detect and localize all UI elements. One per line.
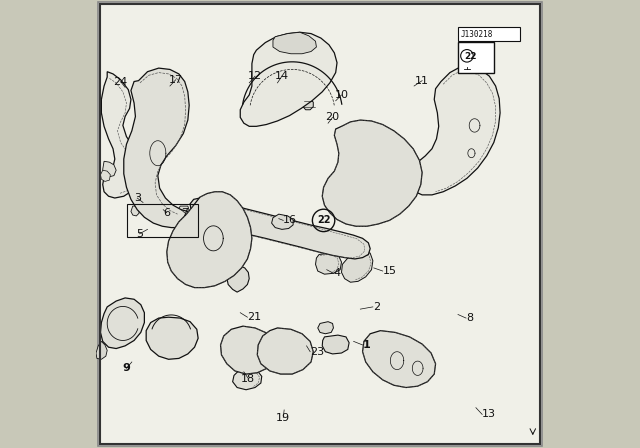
Text: 23: 23 (310, 347, 324, 357)
Text: 7: 7 (181, 208, 188, 218)
Polygon shape (221, 326, 276, 374)
Polygon shape (257, 328, 314, 374)
Polygon shape (461, 29, 479, 47)
Text: 12: 12 (248, 71, 262, 81)
Bar (458, 42, 494, 73)
Text: 1: 1 (362, 340, 371, 350)
Polygon shape (362, 331, 436, 388)
Polygon shape (233, 370, 262, 390)
Polygon shape (101, 72, 143, 198)
Text: 10: 10 (335, 90, 349, 100)
Text: 14: 14 (275, 71, 289, 81)
Polygon shape (342, 251, 373, 282)
Polygon shape (316, 253, 342, 274)
Bar (127, 204, 198, 237)
Text: 2: 2 (373, 302, 380, 312)
Polygon shape (167, 192, 252, 288)
Polygon shape (146, 317, 198, 359)
Text: 5: 5 (136, 229, 143, 239)
Polygon shape (158, 205, 168, 215)
Polygon shape (266, 39, 306, 67)
Text: 17: 17 (169, 75, 183, 85)
Polygon shape (323, 335, 349, 354)
Text: 8: 8 (466, 313, 473, 323)
Polygon shape (410, 66, 500, 195)
Polygon shape (131, 206, 139, 216)
Polygon shape (124, 68, 199, 228)
Text: 22: 22 (317, 215, 330, 225)
Polygon shape (240, 32, 337, 126)
Polygon shape (103, 161, 116, 177)
Text: 3: 3 (134, 193, 141, 203)
Text: J130218: J130218 (460, 30, 493, 39)
Text: 18: 18 (241, 374, 255, 383)
Polygon shape (317, 322, 333, 334)
Bar (458, 27, 520, 41)
Text: 24: 24 (113, 77, 128, 86)
Text: 22: 22 (464, 52, 477, 60)
Polygon shape (227, 265, 249, 292)
Polygon shape (96, 341, 108, 359)
Polygon shape (100, 170, 110, 181)
Text: 16: 16 (284, 215, 297, 225)
Text: 6: 6 (163, 208, 170, 218)
Text: 20: 20 (326, 112, 340, 122)
Polygon shape (271, 214, 293, 229)
Text: 15: 15 (383, 266, 397, 276)
Text: 4: 4 (333, 268, 340, 278)
Text: 19: 19 (276, 413, 291, 422)
Polygon shape (100, 298, 145, 349)
Polygon shape (190, 198, 370, 259)
Polygon shape (303, 99, 314, 110)
Text: 13: 13 (482, 409, 496, 419)
Text: 11: 11 (415, 76, 429, 86)
Polygon shape (177, 206, 189, 217)
Polygon shape (273, 32, 316, 54)
Polygon shape (323, 120, 422, 226)
Text: 21: 21 (248, 312, 262, 322)
Text: 9: 9 (122, 363, 130, 373)
